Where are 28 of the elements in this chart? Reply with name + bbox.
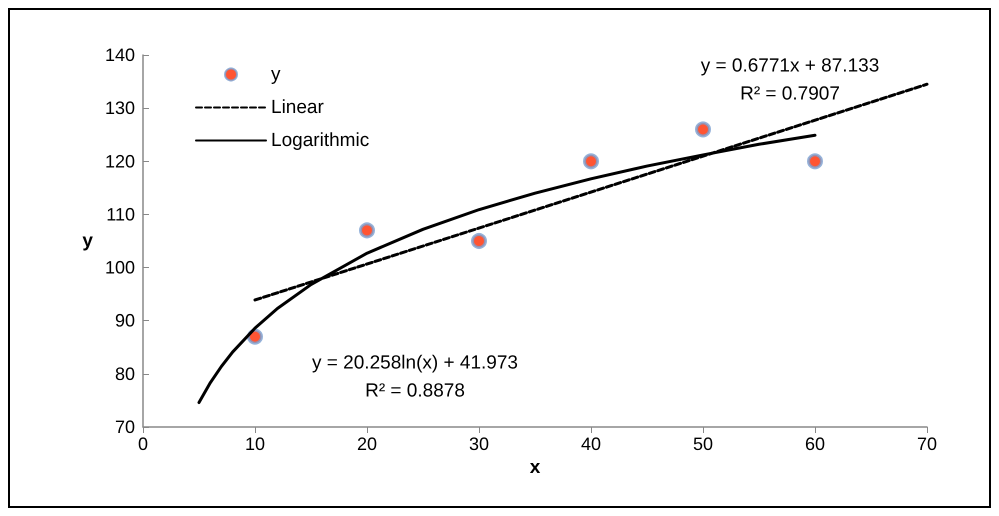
x-tick-label: 30 — [468, 434, 490, 454]
annotation: y = 20.258ln(x) + 41.973 R² = 0.8878 — [312, 352, 518, 402]
point — [695, 121, 711, 138]
point — [583, 153, 599, 170]
x-tick-label: 70 — [916, 434, 938, 454]
x-tick-label: 10 — [244, 434, 266, 454]
y-tick-label: 70 — [114, 417, 135, 437]
x-tick-label: 50 — [692, 434, 714, 454]
y-tick-label: 80 — [114, 364, 135, 384]
legend-label: Linear — [271, 97, 324, 118]
annotation: y = 0.6771x + 87.133 R² = 0.7907 — [700, 56, 880, 104]
legend-label: Logarithmic — [271, 130, 370, 151]
y-tick-label: 140 — [104, 45, 135, 65]
x-tick-label: 20 — [356, 434, 378, 454]
point — [807, 153, 823, 170]
y-tick-label: 90 — [114, 310, 135, 331]
point — [359, 222, 375, 238]
y-tick-label: 100 — [104, 258, 135, 278]
point — [471, 233, 487, 249]
y-tick-label: 130 — [104, 98, 135, 118]
y-tick-label: 110 — [106, 204, 135, 224]
x-tick-label: 40 — [580, 434, 602, 454]
x-axis-title: x — [530, 456, 541, 478]
x-tick-label: 60 — [804, 434, 826, 454]
x-tick-label: 0 — [138, 434, 148, 454]
y-axis-title: y — [82, 230, 94, 252]
legend-label: y — [271, 64, 281, 85]
y-tick-label: 120 — [104, 151, 135, 172]
